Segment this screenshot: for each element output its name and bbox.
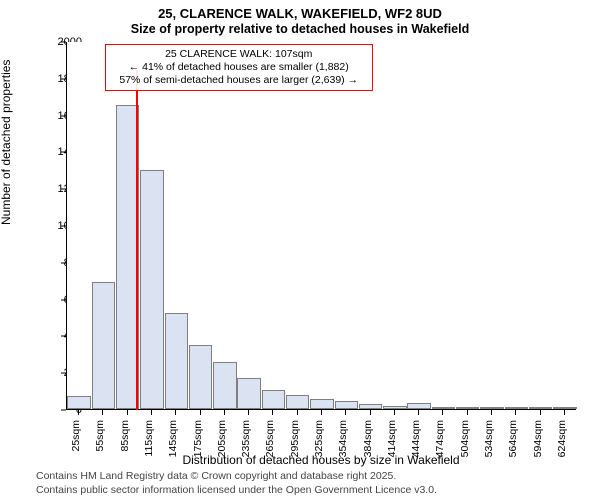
page-subtitle: Size of property relative to detached ho… <box>0 22 600 36</box>
bar <box>407 403 430 409</box>
xtick-mark <box>467 410 468 415</box>
xtick-mark <box>540 410 541 415</box>
annotation-line-3: 57% of semi-detached houses are larger (… <box>112 74 366 87</box>
xtick-mark <box>345 410 346 415</box>
bar <box>553 407 576 409</box>
xtick-label: 624sqm <box>556 420 568 457</box>
xtick-mark <box>491 410 492 415</box>
annotation-line-1: 25 CLARENCE WALK: 107sqm <box>112 48 366 61</box>
xtick-label: 534sqm <box>483 420 495 457</box>
xtick-label: 55sqm <box>94 420 106 452</box>
footer-line-1: Contains HM Land Registry data © Crown c… <box>36 470 396 482</box>
chart-container: 25, CLARENCE WALK, WAKEFIELD, WF2 8UD Si… <box>0 0 600 500</box>
xtick-mark <box>442 410 443 415</box>
bar <box>359 404 382 409</box>
annotation-line-2: ← 41% of detached houses are smaller (1,… <box>112 61 366 74</box>
xtick-label: 265sqm <box>264 420 276 457</box>
plot-area <box>66 42 576 410</box>
marker-line <box>136 70 138 410</box>
bar <box>213 362 236 409</box>
xtick-mark <box>370 410 371 415</box>
xtick-mark <box>321 410 322 415</box>
xtick-label: 504sqm <box>459 420 471 457</box>
bar <box>140 170 163 409</box>
xtick-label: 25sqm <box>70 420 82 452</box>
xtick-mark <box>297 410 298 415</box>
xtick-mark <box>102 410 103 415</box>
xtick-label: 414sqm <box>386 420 398 457</box>
xtick-mark <box>78 410 79 415</box>
xtick-label: 474sqm <box>434 420 446 457</box>
xtick-label: 325sqm <box>313 420 325 457</box>
bar <box>165 313 188 409</box>
xtick-label: 235sqm <box>240 420 252 457</box>
bar <box>432 407 455 409</box>
bar <box>383 406 406 409</box>
page-title: 25, CLARENCE WALK, WAKEFIELD, WF2 8UD <box>0 6 600 21</box>
bar <box>237 378 260 409</box>
annotation-box: 25 CLARENCE WALK: 107sqm ← 41% of detach… <box>105 44 373 91</box>
xtick-mark <box>175 410 176 415</box>
xtick-mark <box>248 410 249 415</box>
xtick-label: 175sqm <box>192 420 204 457</box>
xtick-label: 354sqm <box>337 420 349 457</box>
xtick-mark <box>394 410 395 415</box>
bar <box>286 395 309 409</box>
bar <box>189 345 212 409</box>
xtick-label: 444sqm <box>410 420 422 457</box>
y-axis-label: Number of detached properties <box>0 60 13 225</box>
xtick-label: 85sqm <box>119 420 131 452</box>
xtick-mark <box>127 410 128 415</box>
xtick-label: 295sqm <box>289 420 301 457</box>
xtick-mark <box>515 410 516 415</box>
xtick-mark <box>564 410 565 415</box>
xtick-mark <box>418 410 419 415</box>
xtick-label: 115sqm <box>143 420 155 457</box>
xtick-label: 205sqm <box>216 420 228 457</box>
bar <box>505 407 528 409</box>
xtick-mark <box>272 410 273 415</box>
footer-line-2: Contains public sector information licen… <box>36 484 437 496</box>
bar <box>480 407 503 409</box>
x-axis-label: Distribution of detached houses by size … <box>66 453 576 467</box>
xtick-mark <box>224 410 225 415</box>
xtick-mark <box>151 410 152 415</box>
xtick-label: 145sqm <box>167 420 179 457</box>
bar <box>310 399 333 409</box>
bar <box>529 407 552 409</box>
bar <box>92 282 115 409</box>
xtick-label: 384sqm <box>362 420 374 457</box>
bar <box>335 401 358 409</box>
bar <box>456 407 479 409</box>
xtick-label: 594sqm <box>532 420 544 457</box>
bar <box>262 390 285 409</box>
bar <box>67 396 90 409</box>
xtick-mark <box>200 410 201 415</box>
xtick-label: 564sqm <box>507 420 519 457</box>
